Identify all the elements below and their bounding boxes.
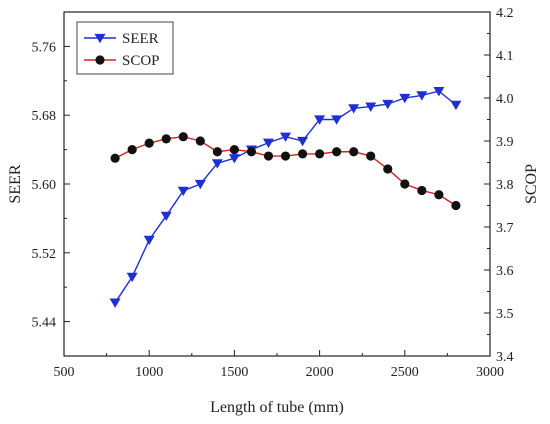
data-point-scop: [332, 147, 342, 157]
right-y-axis-label: SCOP: [523, 164, 540, 204]
data-point-scop: [195, 136, 205, 146]
data-point-scop: [434, 190, 444, 200]
data-point-seer: [365, 102, 377, 112]
data-point-seer: [416, 91, 428, 101]
x-tick-label: 2500: [391, 365, 419, 380]
data-point-scop: [417, 185, 427, 196]
data-point-scop: [400, 179, 410, 189]
data-point-scop: [315, 149, 325, 159]
series-scop: [110, 132, 461, 211]
data-point-seer: [433, 86, 445, 97]
legend-label: SEER: [122, 31, 159, 47]
data-point-scop: [451, 200, 461, 211]
data-point-scop: [229, 145, 239, 155]
data-point-seer: [143, 235, 155, 246]
left-y-axis-label: SEER: [7, 164, 24, 203]
legend-entry-scop: SCOP: [84, 53, 160, 69]
right-y-tick-label: 3.6: [496, 264, 514, 279]
right-y-axis: 3.4 3.5 3.6 3.7 3.8 3.9 4.0 4.1 4.2: [484, 6, 514, 365]
data-point-seer: [399, 93, 411, 104]
data-point-scop: [127, 145, 137, 155]
legend: SEER SCOP: [76, 21, 174, 75]
x-tick-label: 1000: [135, 365, 163, 380]
right-y-tick-label: 3.9: [496, 135, 514, 150]
data-point-scop: [366, 151, 376, 161]
left-y-tick-label: 5.76: [32, 40, 57, 55]
left-y-tick-label: 5.68: [32, 109, 57, 124]
data-point-scop: [212, 147, 222, 157]
legend-box: [76, 21, 174, 75]
data-point-scop: [110, 153, 120, 163]
right-y-tick-label: 4.1: [496, 49, 514, 64]
data-point-seer: [177, 186, 189, 197]
data-point-seer: [160, 211, 172, 222]
left-y-tick-label: 5.60: [32, 178, 57, 193]
legend-entry-seer: SEER: [84, 31, 159, 47]
series-line-scop: [114, 135, 457, 207]
series-layer: [109, 86, 462, 308]
data-point-scop: [144, 138, 154, 148]
data-point-scop: [383, 164, 393, 174]
x-tick-label: 3000: [476, 365, 504, 380]
data-point-scop: [263, 151, 274, 161]
x-tick-label: 1500: [220, 365, 248, 380]
data-point-seer: [314, 115, 326, 125]
data-point-scop: [178, 132, 188, 142]
data-point-scop: [246, 147, 257, 157]
x-tick-label: 2000: [306, 365, 334, 380]
data-point-seer: [211, 159, 223, 169]
right-y-tick-label: 4.2: [496, 6, 514, 21]
left-y-tick-label: 5.52: [32, 247, 57, 262]
right-y-tick-label: 3.5: [496, 307, 514, 322]
legend-marker: [94, 33, 106, 44]
data-point-seer: [194, 179, 206, 190]
data-point-seer: [280, 132, 292, 142]
x-axis-label: Length of tube (mm): [210, 399, 344, 416]
right-y-tick-label: 3.4: [496, 350, 514, 365]
data-point-scop: [297, 149, 308, 159]
data-point-seer: [450, 100, 462, 111]
data-point-seer: [109, 298, 121, 308]
data-point-seer: [382, 99, 394, 110]
legend-label: SCOP: [122, 53, 160, 69]
data-point-seer: [228, 154, 240, 164]
data-point-scop: [280, 151, 291, 161]
right-y-tick-label: 3.8: [496, 178, 514, 193]
data-point-seer: [348, 104, 360, 114]
data-point-seer: [126, 272, 138, 283]
data-point-seer: [262, 138, 274, 148]
right-y-tick-label: 3.7: [496, 221, 514, 236]
x-tick-label: 500: [54, 365, 75, 380]
series-line-seer: [114, 90, 457, 304]
data-point-scop: [161, 134, 171, 144]
data-point-scop: [349, 147, 359, 157]
x-axis: 500 1000 1500 2000 2500 3000: [54, 350, 504, 380]
left-y-axis: 5.44 5.52 5.60 5.68 5.76: [32, 40, 70, 331]
left-y-tick-label: 5.44: [32, 316, 57, 331]
right-y-tick-label: 4.0: [496, 92, 514, 107]
data-point-seer: [297, 136, 309, 147]
series-seer: [109, 86, 462, 308]
legend-marker: [95, 55, 105, 65]
data-point-seer: [331, 115, 343, 125]
